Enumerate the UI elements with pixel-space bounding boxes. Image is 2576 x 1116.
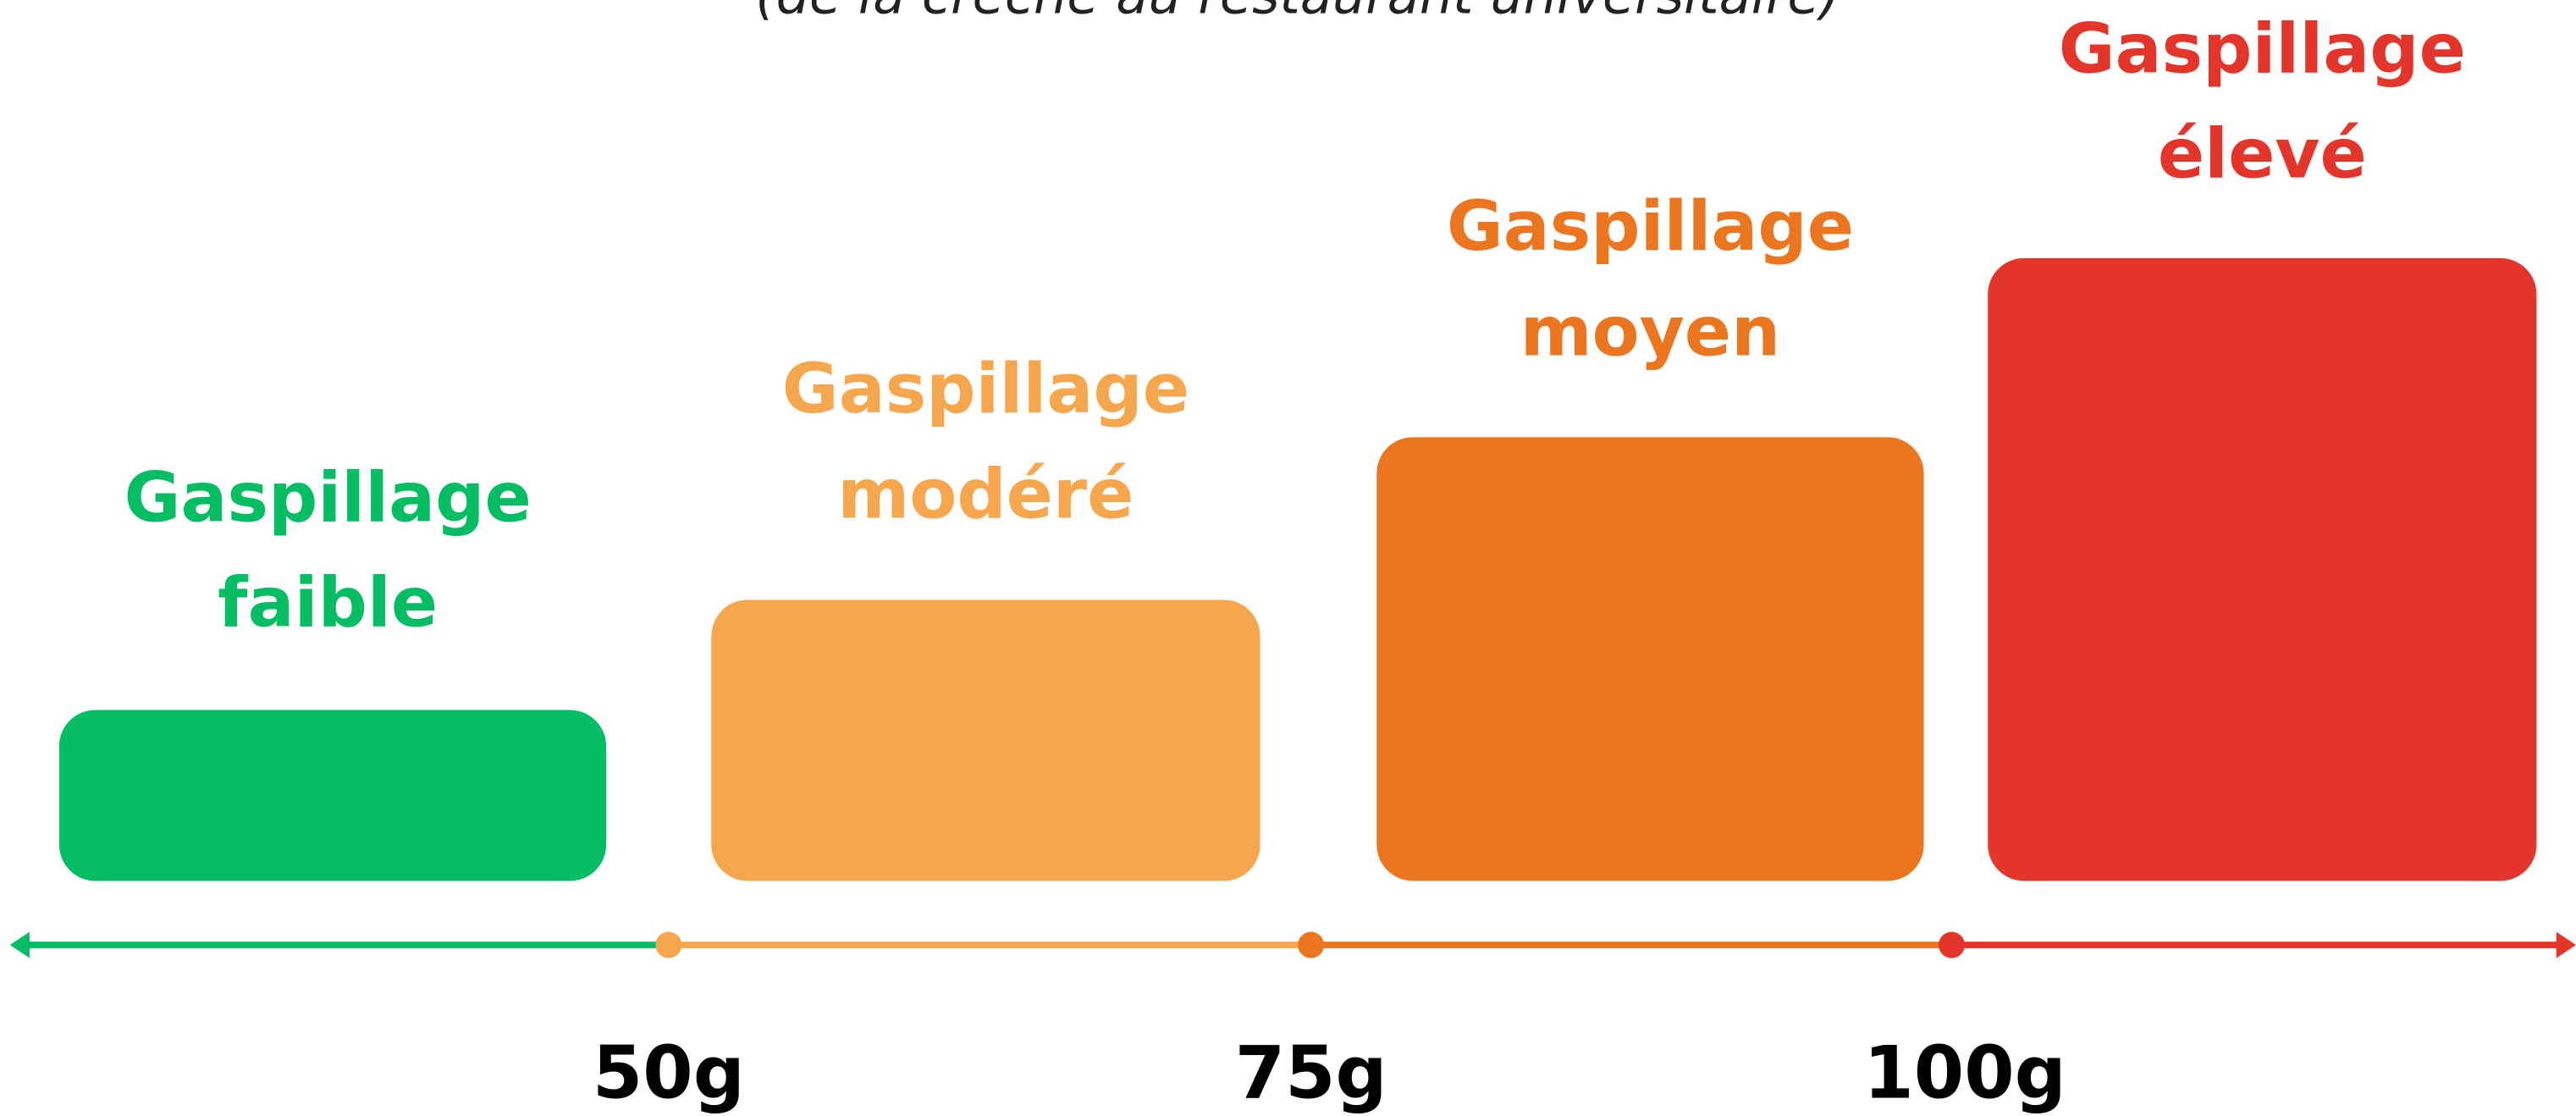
threshold-label: 100g (1863, 1032, 2066, 1116)
arrow-left (9, 931, 30, 959)
subtitle: (de la crèche au restaurant universitair… (755, 0, 1840, 26)
level-label: faible (218, 563, 438, 644)
level-label: Gaspillage (2059, 9, 2466, 90)
level-label: moyen (1520, 291, 1780, 372)
threshold-label: 75g (1235, 1032, 1387, 1116)
level-bar (58, 710, 607, 881)
level-bar (1988, 257, 2537, 881)
arrow-right (2556, 931, 2576, 959)
threshold-dot (1298, 931, 1325, 959)
level-bar (711, 599, 1260, 881)
threshold-label: 50g (593, 1032, 745, 1116)
level-label: Gaspillage (124, 457, 532, 538)
level-label: modéré (837, 454, 1134, 534)
level-label: Gaspillage (1447, 186, 1854, 267)
threshold-dot (655, 931, 682, 959)
level-label: Gaspillage (782, 349, 1189, 429)
threshold-dot (1939, 931, 1966, 959)
level-bar (1376, 437, 1924, 881)
level-label: élevé (2158, 114, 2367, 195)
